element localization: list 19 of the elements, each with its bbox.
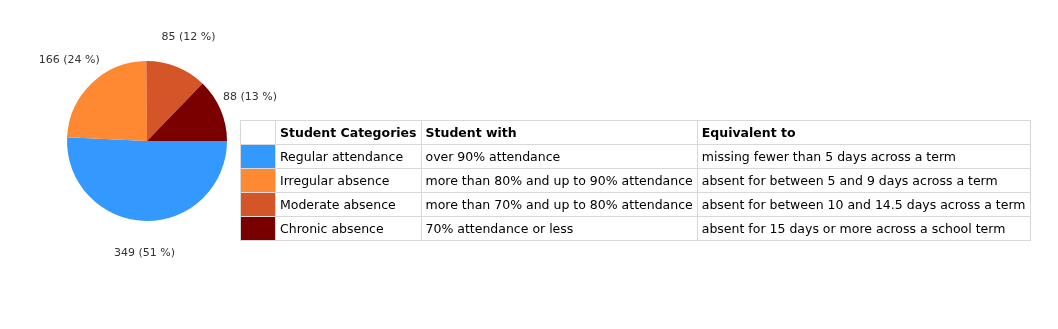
text: missing fewer than 5 days across a term <box>697 144 1031 169</box>
data-label: 88 (13 %) <box>223 90 278 104</box>
text: Equivalent to <box>697 120 1031 145</box>
legend-label: Irregular absence <box>275 168 421 193</box>
data-label: 349 (51 %) <box>113 245 175 259</box>
legend-label: Regular attendance <box>275 144 421 169</box>
text: Student with <box>421 120 698 145</box>
text: absent for 15 days or more across a school term <box>697 216 1031 241</box>
text: absent for between 5 and 9 days across a term <box>697 168 1031 193</box>
data-label: 85 (12 %) <box>161 29 216 43</box>
text: 70% attendance or less <box>421 216 698 241</box>
text: over 90% attendance <box>421 144 698 169</box>
legend-title: Student Categories <box>275 120 421 145</box>
text: more than 80% and up to 90% attendance <box>421 168 698 193</box>
text: more than 70% and up to 80% attendance <box>421 192 698 217</box>
legend-label: Chronic absence <box>275 216 421 241</box>
legend-label: Moderate absence <box>275 192 421 217</box>
text: absent for between 10 and 14.5 days across a term <box>697 192 1031 217</box>
data-label: 166 (24 %) <box>38 53 100 67</box>
